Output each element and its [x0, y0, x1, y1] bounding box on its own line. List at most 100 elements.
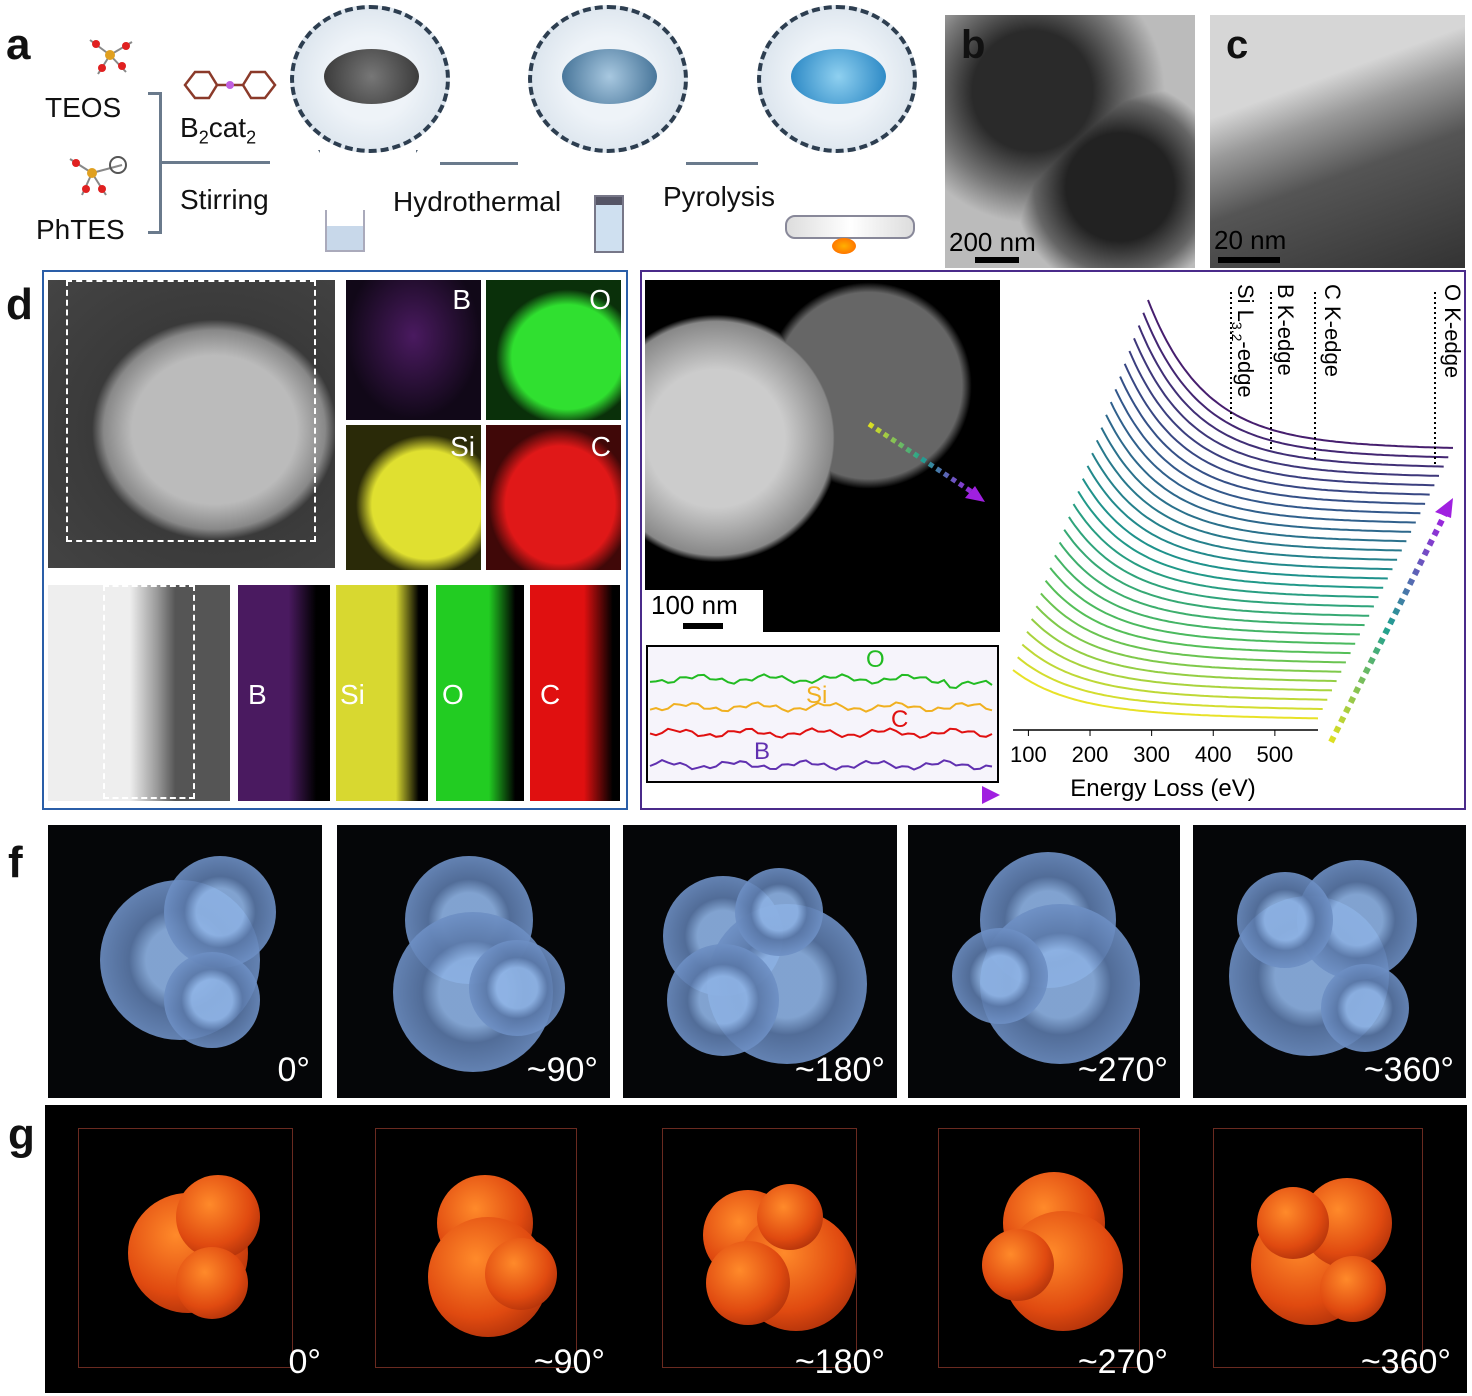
rotation-angle-label: ~180° — [794, 1343, 885, 1381]
map-label-si: Si — [450, 431, 475, 462]
particle-sphere — [164, 952, 260, 1048]
panel-label-a: a — [6, 20, 31, 69]
rotation-angle-label: ~90° — [533, 1343, 605, 1381]
panel-label-e: e — [651, 288, 674, 332]
map-label-b: B — [452, 284, 471, 315]
teos-label: TEOS — [45, 92, 122, 123]
edge-label-b: B K-edge — [1273, 284, 1298, 376]
eels-spectrum-line — [1072, 503, 1379, 599]
b2cat2-sub: 2 — [246, 127, 257, 148]
scale-label-c: 20 nm — [1214, 225, 1287, 255]
eels-spectrum-line — [1049, 567, 1356, 645]
balloon-stirring — [290, 5, 450, 153]
edge-map-label-si: Si — [340, 679, 365, 710]
rotation-angle-label: ~270° — [1077, 1343, 1168, 1381]
scale-label-e: 100 nm — [651, 590, 738, 620]
rotation-angle-label: ~270° — [1077, 1051, 1168, 1089]
arrow-head — [1435, 498, 1453, 518]
linescan-line-O — [649, 673, 993, 690]
edge-label-si-sub: 3,2 — [1229, 322, 1245, 342]
particle-sphere — [757, 1184, 823, 1250]
particle-sphere — [1320, 1256, 1386, 1322]
reconstruction-3d-1: ~90° — [345, 1108, 617, 1390]
eels-spectrum-line — [1123, 363, 1430, 496]
eels-spectrum-line — [1142, 312, 1449, 459]
panel-label-c: c — [1226, 23, 1249, 67]
hydrothermal-label: Hydrothermal — [393, 186, 562, 217]
spectra-direction-arrow — [1328, 512, 1448, 744]
eels-spectrum-line — [1044, 580, 1351, 655]
eels-waterfall-chart: 100 200 300 400 500 Energy Loss (eV) Si L3,2… — [1010, 284, 1463, 802]
eels-spectrum-line — [1058, 541, 1365, 627]
rotation-angle-label: 0° — [288, 1343, 321, 1381]
eels-spectrum-line — [1105, 414, 1412, 533]
eels-spectrum-line — [1086, 465, 1393, 571]
edge-map-si: Si — [336, 585, 428, 801]
scale-bar-c — [1218, 257, 1280, 263]
map-c: C — [486, 425, 621, 570]
flame-icon — [832, 238, 856, 254]
x-tick-label: 500 — [1257, 742, 1294, 767]
bracket — [148, 92, 162, 234]
particle-sphere — [1321, 964, 1409, 1052]
haadf-image-e: e 100 nm — [645, 280, 1000, 632]
b2cat2-text: cat — [208, 112, 247, 143]
tomography-slice-3: ~270° — [908, 825, 1180, 1098]
panel-e-frame — [640, 270, 1466, 810]
particle-sphere — [1237, 872, 1333, 968]
linescan-label-si: Si — [806, 682, 827, 709]
linescan-plot: O Si C B — [646, 645, 999, 783]
eels-spectrum-line — [1012, 669, 1319, 720]
eels-spectrum-line — [1021, 643, 1328, 701]
scan-arrow — [867, 421, 985, 502]
eels-spectrum-line — [1081, 478, 1388, 580]
tomography-slice-2: ~180° — [623, 825, 897, 1098]
b2cat2-molecule-icon — [175, 60, 285, 110]
arrow-stirring — [162, 161, 270, 164]
arrow-pyrolysis — [686, 162, 758, 165]
panel-d-frame — [42, 270, 628, 810]
panel-label-g: g — [8, 1110, 35, 1159]
x-axis-label: Energy Loss (eV) — [1070, 775, 1255, 802]
particle-sphere — [176, 1247, 248, 1319]
linescan-line-B — [649, 758, 993, 771]
particle-blue — [562, 49, 657, 104]
edge-label-o: O K-edge — [1440, 284, 1463, 378]
linescan-label-b: B — [754, 738, 770, 765]
eels-spectrum-line — [1017, 656, 1323, 710]
arrow-hydrothermal — [440, 162, 518, 165]
balloon-pyrolysis — [757, 5, 917, 153]
particle-sphere — [706, 1241, 790, 1325]
rotation-angle-label: ~360° — [1363, 1051, 1454, 1089]
particle-sphere — [1257, 1187, 1329, 1259]
bounding-box — [1213, 1128, 1423, 1368]
reconstruction-3d-2: ~180° — [632, 1108, 897, 1390]
x-tick-label: 100 — [1010, 742, 1047, 767]
tomography-slice-0: 0° — [48, 825, 322, 1098]
map-o: O — [486, 280, 621, 420]
selection-box — [103, 585, 195, 799]
edge-map-label-b: B — [248, 679, 267, 710]
eels-spectrum-line — [1063, 529, 1370, 617]
scale-bar-e — [683, 623, 723, 629]
eels-spectrum-line — [1026, 630, 1333, 692]
particle-sphere — [982, 1229, 1054, 1301]
tube-furnace-icon — [785, 215, 915, 239]
rotation-angle-label: ~90° — [526, 1051, 598, 1089]
pyrolysis-label: Pyrolysis — [663, 181, 776, 212]
bounding-box — [938, 1128, 1140, 1368]
map-b: B — [346, 280, 481, 420]
eels-spectrum-line — [1040, 592, 1346, 664]
rotation-angle-label: ~180° — [794, 1051, 885, 1089]
eels-spectrum-line — [1095, 439, 1402, 552]
teos-molecule-icon — [80, 30, 140, 80]
edge-label-si-text: -edge — [1233, 341, 1258, 397]
eels-spectrum-line — [1054, 554, 1360, 636]
svg-text:Si L3,2-edge: Si L3,2-edge — [1229, 284, 1258, 398]
autoclave-icon — [594, 195, 624, 253]
b2cat2-label: B2cat2 — [180, 112, 256, 149]
map-label-o: O — [589, 284, 611, 315]
tem-image-b: b 200 nm — [945, 15, 1195, 268]
bounding-box — [662, 1128, 857, 1368]
eels-spectrum-line — [1128, 350, 1435, 487]
